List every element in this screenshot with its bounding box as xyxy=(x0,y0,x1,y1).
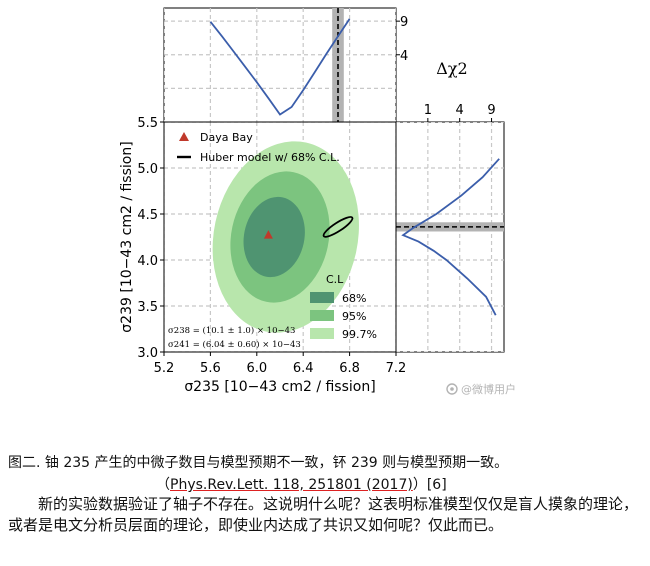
top-y-tick-label: 9 xyxy=(400,15,408,30)
top-y-tick-label: 4 xyxy=(400,49,408,64)
x-tick-label: 6.4 xyxy=(293,361,314,376)
weibo-logo-icon xyxy=(446,383,458,395)
x-tick-label: 6.0 xyxy=(246,361,267,376)
y-tick-label: 4.5 xyxy=(137,208,158,223)
right-x-tick-label: 4 xyxy=(456,103,464,118)
y-tick-label: 3.5 xyxy=(137,300,158,315)
right-model-band xyxy=(396,222,504,232)
x-tick-label: 7.2 xyxy=(386,361,407,376)
chart-figure: 5.2 5.6 6.0 6.4 6.8 7.2 3.03.54.04.55.05.5 49… xyxy=(119,7,516,396)
x-tick-label: 6.8 xyxy=(339,361,360,376)
sigma238-annotation: σ238 = (10.1 ± 1.0) × 10−43 xyxy=(168,325,295,336)
legend-daya-bay-label: Daya Bay xyxy=(200,131,253,144)
y-axis-title: σ239 [10−43 cm2 / fission] xyxy=(119,141,135,332)
right-grid xyxy=(396,122,504,352)
legend-daya-bay-marker xyxy=(179,132,189,141)
cl-label: 95% xyxy=(342,310,366,323)
y-tick-label: 3.0 xyxy=(137,346,158,361)
top-y-ticks: 49 xyxy=(396,15,408,64)
right-x-tick-label: 1 xyxy=(424,103,432,118)
main-y-ticks: 3.0 3.5 4.0 4.5 5.0 5.5 xyxy=(137,116,164,361)
cl-legend: C.L 68% 95% 99.7% xyxy=(310,273,377,341)
cl-legend-title: C.L xyxy=(326,273,344,286)
cl-swatch-99-7 xyxy=(310,328,334,339)
x-tick-label: 5.6 xyxy=(200,361,221,376)
main-plot-area xyxy=(212,141,359,333)
cl-label: 68% xyxy=(342,292,366,305)
citation-open-paren: （ xyxy=(156,477,170,493)
series-legend: Daya Bay Huber model w/ 68% C.L. xyxy=(177,131,340,164)
cl-label: 99.7% xyxy=(342,328,377,341)
cl-swatch-68 xyxy=(310,292,334,303)
legend-model-label: Huber model w/ 68% C.L. xyxy=(200,151,340,164)
caption-line: 图二. 铀 235 产生的中微子数目与模型预期不一致，钚 239 则与模型预期一… xyxy=(8,455,509,471)
cl-swatch-95 xyxy=(310,310,334,321)
citation-link[interactable]: Phys.Rev.Lett. 118, 251801 (2017) xyxy=(170,477,413,493)
contour-68 xyxy=(243,196,305,278)
weibo-watermark: @微博用户 xyxy=(446,382,516,396)
delta-chi2-label: Δχ2 xyxy=(436,59,467,78)
y-tick-label: 5.0 xyxy=(137,162,158,177)
right-profile-area xyxy=(396,158,504,316)
x-axis-title: σ235 [10−43 cm2 / fission] xyxy=(184,379,375,395)
y-tick-label: 5.5 xyxy=(137,116,158,131)
y-tick-label: 4.0 xyxy=(137,254,158,269)
daya-bay-point xyxy=(263,230,273,239)
right-chi2-curve xyxy=(401,158,500,316)
right-x-tick-label: 9 xyxy=(487,103,495,118)
top-panel-frame xyxy=(163,7,397,123)
watermark-text: @微博用户 xyxy=(461,382,516,396)
figure-caption: 图二. 铀 235 产生的中微子数目与模型预期不一致，钚 239 则与模型预期一… xyxy=(8,452,644,496)
main-x-ticks: 5.2 5.6 6.0 6.4 6.8 7.2 xyxy=(154,352,407,376)
huber-model-ellipse xyxy=(322,216,354,238)
caption-citation-line: （Phys.Rev.Lett. 118, 251801 (2017)）[6] xyxy=(8,474,644,496)
right-x-ticks: 1 4 9 xyxy=(424,103,496,122)
x-tick-label: 5.2 xyxy=(154,361,175,376)
sigma241-annotation: σ241 = (6.04 ± 0.60) × 10−43 xyxy=(168,339,301,350)
article-paragraph: 新的实验数据验证了轴子不存在。这说明什么呢？这表明标准模型仅仅是盲人摸象的理论，… xyxy=(8,495,639,534)
top-profile-area xyxy=(209,8,351,122)
right-panel-frame xyxy=(395,121,505,353)
citation-close: ）[6] xyxy=(412,477,447,493)
top-grid xyxy=(164,8,396,122)
main-panel-frame xyxy=(163,121,397,353)
top-chi2-curve xyxy=(209,18,351,116)
